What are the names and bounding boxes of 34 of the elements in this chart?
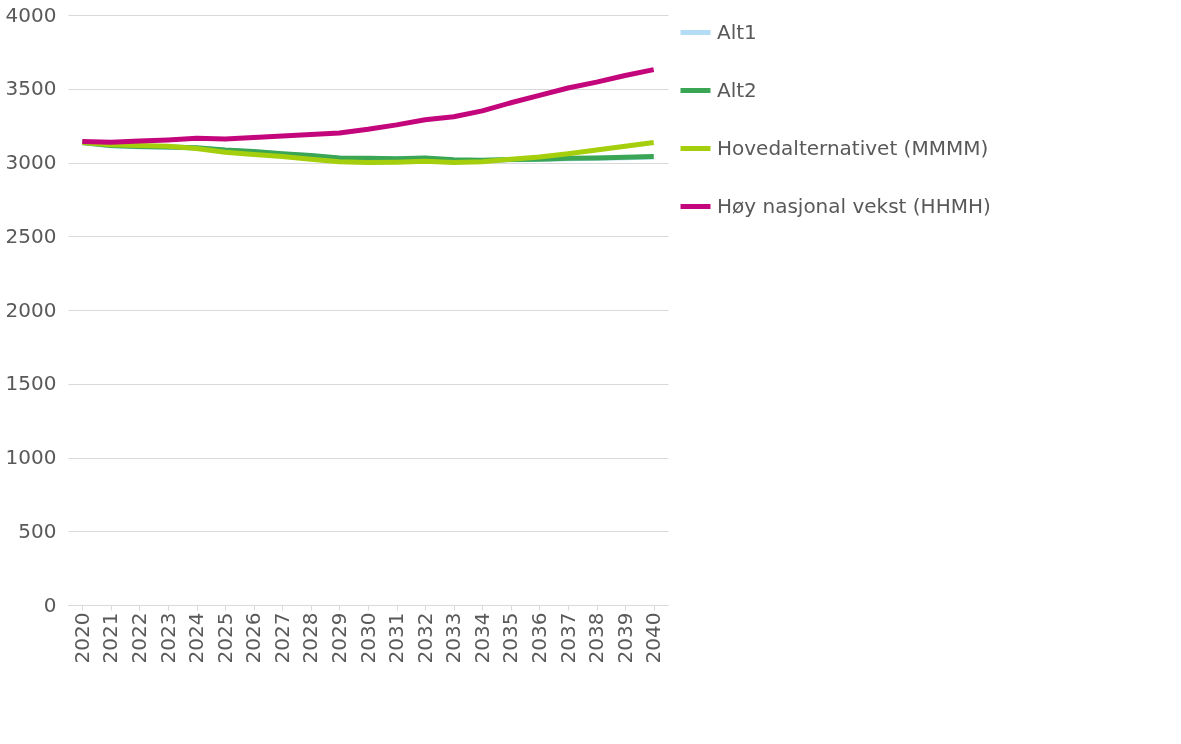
x-tick-label: 2025 [212, 612, 237, 664]
x-tick-label: 2020 [69, 612, 94, 664]
y-tick-label: 0 [43, 592, 57, 617]
legend-label: Alt1 [717, 19, 757, 44]
y-tick-label: 1500 [5, 371, 57, 396]
x-tick-label: 2033 [441, 612, 466, 664]
y-tick-label: 500 [18, 518, 57, 543]
x-tick-label: 2027 [269, 612, 294, 664]
x-tick-label: 2037 [555, 612, 580, 664]
x-tick-label: 2038 [584, 612, 609, 664]
x-tick-label: 2036 [526, 612, 551, 664]
legend-label: Alt2 [717, 77, 757, 102]
legend-label: Høy nasjonal vekst (HHMH) [717, 193, 991, 218]
y-tick-label: 1000 [5, 445, 57, 469]
x-tick-label: 2040 [641, 612, 666, 664]
x-tick-label: 2029 [326, 612, 351, 664]
x-tick-label: 2031 [384, 612, 409, 664]
x-tick-label: 2032 [412, 612, 437, 664]
x-tick-label: 2023 [155, 612, 180, 664]
legend-label: Hovedalternativet (MMMM) [717, 135, 989, 160]
x-tick-label: 2034 [469, 612, 494, 664]
x-tick-label: 2030 [355, 612, 380, 664]
y-tick-label: 3500 [5, 76, 57, 101]
y-tick-label: 3000 [5, 150, 57, 174]
x-tick-label: 2028 [298, 612, 323, 664]
x-tick-label: 2021 [98, 612, 123, 664]
y-tick-label: 2000 [5, 297, 57, 322]
x-tick-label: 2022 [126, 612, 151, 664]
x-tick-label: 2035 [498, 612, 523, 664]
x-tick-label: 2039 [612, 612, 637, 664]
x-tick-label: 2024 [184, 612, 209, 664]
x-tick-label: 2026 [241, 612, 266, 664]
y-tick-label: 2500 [5, 223, 57, 248]
y-tick-label: 4000 [5, 2, 57, 27]
